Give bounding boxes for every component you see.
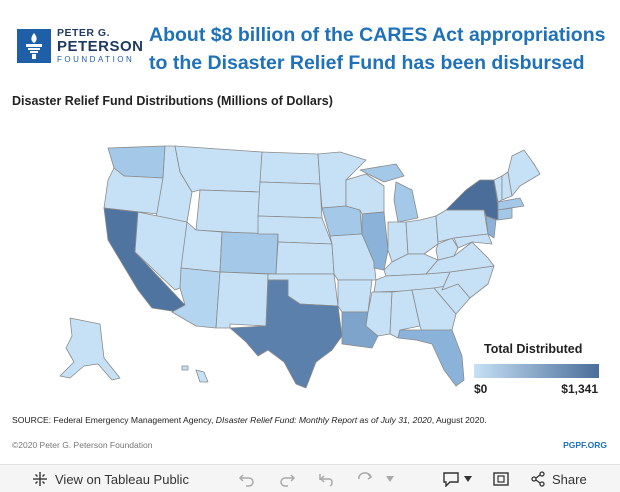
state-new-jersey	[485, 215, 497, 239]
state-nevada	[134, 211, 188, 291]
revert-button[interactable]	[318, 465, 338, 492]
logo-line3: FOUNDATION	[57, 55, 135, 64]
view-on-tableau-label: View on Tableau Public	[55, 471, 189, 487]
pgpf-logo: PETER G. PETERSON FOUNDATION	[17, 26, 143, 66]
view-on-tableau-button[interactable]: View on Tableau Public	[32, 465, 189, 492]
state-north-dakota	[259, 151, 321, 185]
state-wisconsin	[345, 173, 385, 215]
source-prefix: SOURCE: Federal Emergency Management Age…	[12, 415, 216, 425]
state-maryland	[453, 233, 493, 249]
fullscreen-icon	[492, 471, 510, 487]
share-label: Share	[552, 471, 587, 487]
site-link[interactable]: PGPF.ORG	[563, 440, 607, 450]
state-michigan-upper	[359, 163, 405, 183]
share-button[interactable]: Share	[530, 465, 587, 492]
state-florida	[397, 329, 465, 387]
source-suffix: , August 2020.	[431, 415, 487, 425]
map-subtitle: Disaster Relief Fund Distributions (Mill…	[12, 94, 333, 108]
page-title: About $8 billion of the CARES Act approp…	[149, 24, 606, 74]
legend-color-ramp	[474, 364, 599, 378]
refresh-button[interactable]	[356, 465, 376, 492]
undo-icon	[238, 471, 256, 487]
tableau-logo-icon	[32, 471, 48, 487]
state-massachusetts	[497, 197, 525, 211]
state-iowa	[321, 205, 363, 237]
state-south-dakota	[257, 181, 323, 219]
state-arkansas	[337, 279, 373, 313]
torch-logo-icon	[17, 29, 51, 63]
chevron-down-icon	[464, 476, 472, 482]
us-choropleth-map[interactable]	[0, 130, 620, 410]
state-colorado	[219, 231, 279, 275]
state-alaska	[59, 317, 121, 381]
state-montana	[174, 145, 263, 193]
state-illinois	[361, 211, 389, 271]
comment-button[interactable]	[442, 465, 472, 492]
comment-icon	[442, 471, 460, 487]
state-new-mexico	[215, 271, 269, 329]
share-icon	[530, 471, 546, 487]
state-connecticut	[497, 207, 513, 221]
fullscreen-button[interactable]	[492, 465, 510, 492]
tableau-toolbar: View on Tableau Public	[0, 464, 620, 492]
copyright: ©2020 Peter G. Peterson Foundation	[12, 440, 153, 450]
legend-max-value: $1,341	[561, 382, 598, 396]
state-texas	[229, 279, 343, 389]
redo-button[interactable]	[278, 465, 296, 492]
state-wyoming	[195, 189, 261, 235]
chevron-down-icon	[386, 476, 394, 482]
map-legend: Total Distributed $0 $1,341	[472, 342, 602, 398]
source-note: SOURCE: Federal Emergency Management Age…	[12, 415, 487, 425]
legend-min-value: $0	[474, 382, 488, 396]
redo-icon	[278, 471, 296, 487]
refresh-icon	[356, 471, 376, 487]
logo-line1: PETER G.	[57, 27, 111, 39]
state-michigan	[393, 181, 419, 223]
state-kansas	[275, 241, 335, 275]
state-hawaii	[195, 369, 209, 383]
logo-line2: PETERSON	[57, 38, 144, 55]
revert-icon	[318, 471, 338, 487]
undo-button[interactable]	[238, 465, 256, 492]
source-report-title: DIsaster Relief Fund: Monthly Report as …	[215, 415, 432, 425]
state-maine	[507, 149, 541, 197]
state-ohio	[405, 215, 439, 255]
legend-title: Total Distributed	[484, 342, 583, 356]
state-hawaii-islands	[181, 365, 189, 371]
refresh-menu-button[interactable]	[386, 465, 394, 492]
